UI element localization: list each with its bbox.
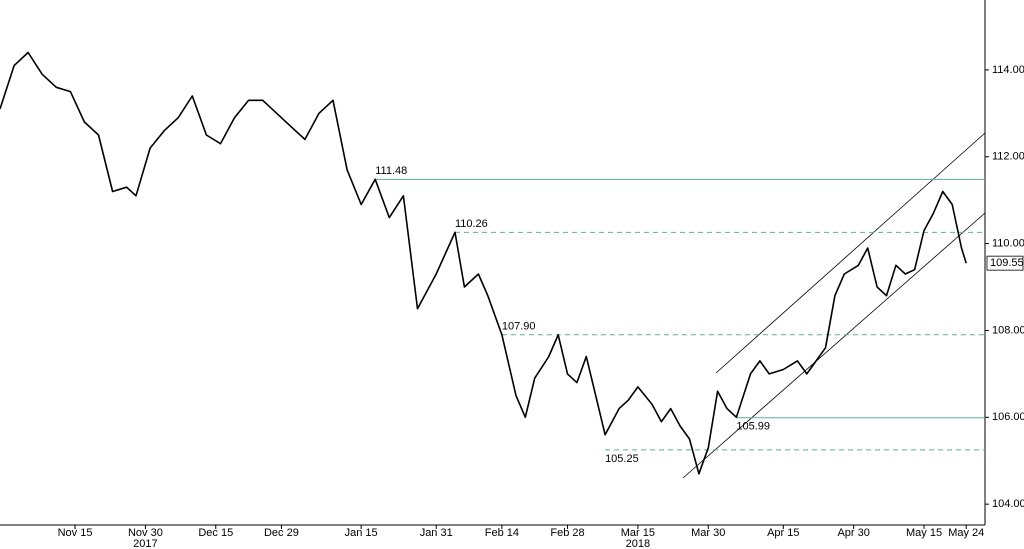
last-price-box	[986, 255, 1024, 271]
channel-upper	[715, 132, 986, 374]
x-tick-label: Jan 31	[420, 527, 453, 539]
x-tick-label: Feb 28	[550, 527, 584, 539]
level-label: 110.26	[455, 218, 488, 230]
y-tick-label: 108.00	[992, 324, 1024, 336]
y-tick-label: 112.00	[992, 151, 1024, 163]
channel-lower	[682, 212, 986, 479]
x-tick-label: Dec 15	[198, 527, 233, 539]
level-label: 105.99	[736, 421, 770, 433]
x-tick-label: Mar 30	[691, 527, 725, 539]
level-label: 107.90	[502, 321, 536, 333]
year-label: 2017	[133, 538, 157, 549]
x-tick-label: Apr 30	[837, 527, 869, 539]
x-tick-label: Dec 29	[264, 527, 299, 539]
level-label: 111.48	[375, 165, 407, 177]
x-tick-label: Mar 15	[621, 527, 655, 539]
y-tick-label: 114.00	[992, 64, 1024, 76]
x-tick-label: Nov 15	[58, 527, 93, 539]
x-tick-label: May 24	[948, 527, 984, 539]
x-tick-label: Feb 14	[485, 527, 519, 539]
level-label: 105.25	[605, 453, 639, 465]
year-label: 2018	[626, 538, 650, 549]
x-tick-label: Apr 15	[767, 527, 799, 539]
y-tick-label: 110.00	[992, 238, 1024, 250]
x-tick-label: Nov 30	[128, 527, 163, 539]
x-tick-label: May 15	[906, 527, 942, 539]
last-price-label: 109.55	[990, 257, 1024, 269]
x-tick-label: Jan 15	[345, 527, 378, 539]
y-tick-label: 104.00	[992, 498, 1024, 510]
y-tick-label: 106.00	[992, 411, 1024, 423]
price-line	[0, 51, 967, 475]
